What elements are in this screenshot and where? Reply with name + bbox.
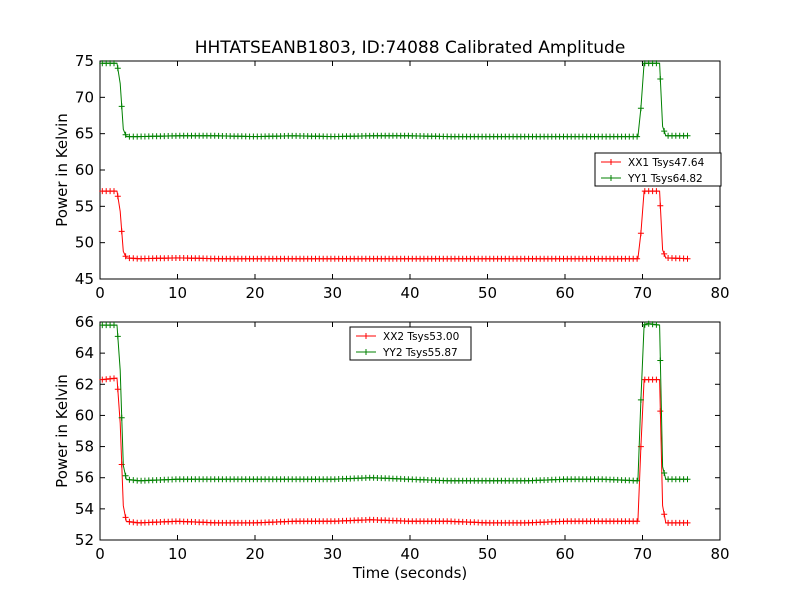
data-point-marker [114,193,121,200]
y-tick-label: 55 [75,197,94,215]
y-tick-label: 65 [75,125,94,143]
legend-marker [363,333,369,339]
legend-label: XX1 Tsys47.64 [628,157,705,169]
y-tick-label: 60 [75,161,94,179]
data-point-marker [684,255,691,262]
x-tick-label: 30 [323,545,342,563]
data-point-marker [653,321,660,328]
x-tick-label: 0 [95,545,105,563]
y-tick-label: 66 [75,313,94,331]
y-tick-label: 45 [75,270,94,288]
x-tick-label: 10 [168,284,187,302]
y-tick-label: 54 [75,500,94,518]
y-tick-label: 60 [75,406,94,424]
legend-box [594,152,722,187]
data-point-marker [661,470,668,476]
y-tick-label: 70 [75,88,94,106]
data-point-marker [114,65,121,72]
data-point-marker [114,386,121,393]
data-point-marker [122,253,129,260]
data-point-marker [684,519,691,526]
series-line [102,190,688,260]
data-point-marker [661,128,668,135]
x-tick-label: 0 [95,284,105,302]
x-axis-label: Time (seconds) [352,564,468,582]
data-point-marker [637,105,644,112]
data-point-marker [657,408,664,415]
x-tick-label: 60 [555,284,574,302]
legend-label: YY2 Tsys55.87 [382,347,458,359]
data-point-marker [637,230,644,237]
x-tick-label: 30 [323,284,342,302]
axes-top: 0 10 20 30 40 50 60 70 80 45 50 55 60 65 70 75 Power in … [53,52,730,302]
x-tick-label: 20 [245,284,264,302]
series-line [102,377,688,524]
data-point-marker [657,357,664,364]
legend-marker [363,349,369,355]
legend: XX1 Tsys47.64 YY1 Tsys64.82 [594,152,722,187]
y-tick-label: 75 [75,52,94,70]
data-point-marker [634,477,641,484]
y-tick-label: 64 [75,344,94,362]
y-tick-label: 50 [75,234,94,252]
data-point-marker [657,202,664,209]
data-point-marker [653,188,660,195]
y-axis-label: Power in Kelvin [53,374,71,488]
x-tick-label: 40 [400,284,419,302]
data-point-marker [657,76,664,82]
series-line [102,62,688,138]
data-point-marker [122,131,129,138]
data-point-marker [118,414,125,421]
data-point-marker [118,228,125,235]
data-point-marker [684,132,691,139]
y-tick-label: 56 [75,469,94,487]
x-tick-label: 70 [633,284,652,302]
y-tick-label: 62 [75,375,94,393]
data-point-marker [634,133,641,140]
legend-label: YY1 Tsys64.82 [627,173,703,185]
y-tick-label: 52 [75,531,94,549]
y-tick-label: 58 [75,438,94,456]
data-point-marker [653,60,660,67]
y-axis-label: Power in Kelvin [53,113,71,227]
legend: XX2 Tsys53.00 YY2 Tsys55.87 [349,326,472,361]
data-point-marker [653,376,660,383]
figure-title: HHTATSEANB1803, ID:74088 Calibrated Ampl… [195,38,626,58]
data-point-marker [634,255,641,262]
x-tick-label: 70 [633,545,652,563]
data-point-marker [661,511,668,518]
data-point-marker [641,321,648,328]
data-point-marker [111,322,117,329]
x-tick-label: 80 [710,545,729,563]
x-tick-label: 20 [245,545,264,563]
legend-box [349,326,472,361]
data-point-marker [122,472,129,479]
x-tick-label: 40 [400,545,419,563]
x-tick-label: 50 [478,284,497,302]
data-point-marker [118,103,125,110]
x-tick-label: 50 [478,545,497,563]
legend-marker [608,159,614,165]
data-point-marker [122,514,129,521]
data-point-marker [637,396,644,403]
x-tick-label: 10 [168,545,187,563]
data-point-marker [111,188,117,195]
data-point-marker [111,375,117,382]
legend-label: XX2 Tsys53.00 [383,331,459,343]
data-point-marker [661,250,668,257]
legend-marker [608,175,614,181]
x-tick-label: 60 [555,545,574,563]
data-point-marker [684,476,691,483]
data-point-marker [114,333,121,340]
axes-bottom: 0 10 20 30 40 50 60 70 80 52 54 56 58 60 62 64 66 Power i… [53,313,730,563]
data-point-marker [634,518,641,525]
data-point-marker [111,60,117,67]
x-tick-label: 80 [710,284,729,302]
